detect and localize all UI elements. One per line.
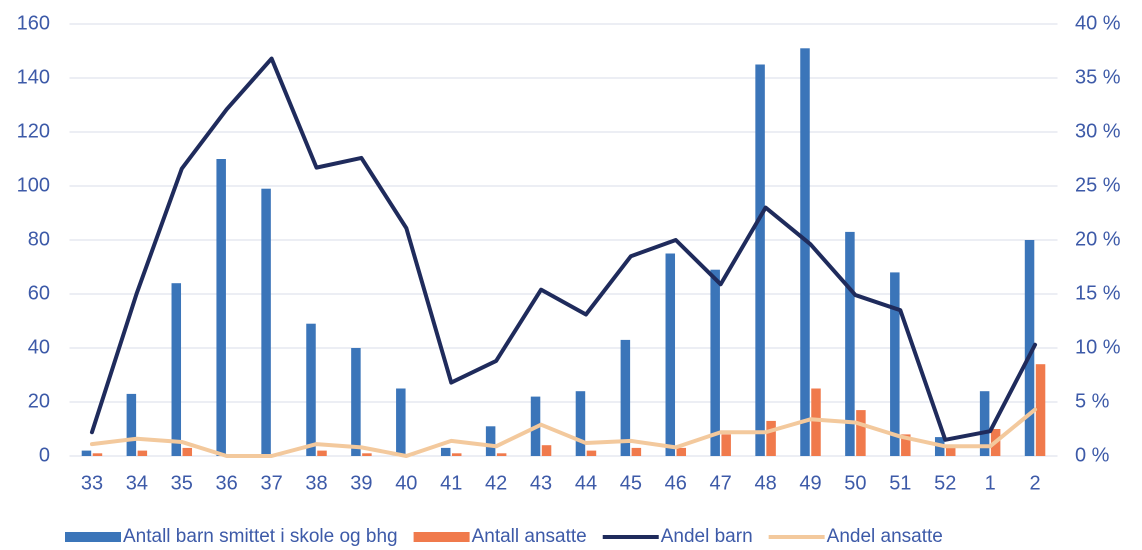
bar xyxy=(451,453,462,456)
x-tick-label: 42 xyxy=(485,472,507,494)
x-tick-label: 44 xyxy=(575,472,597,494)
x-tick-label: 37 xyxy=(260,472,282,494)
x-tick-label: 47 xyxy=(710,472,732,494)
y2-tick-label: 25 % xyxy=(1075,174,1121,196)
x-tick-label: 33 xyxy=(81,472,103,494)
bar xyxy=(216,159,226,456)
y2-tick-label: 10 % xyxy=(1075,336,1121,358)
bar xyxy=(440,447,451,456)
bar xyxy=(856,410,866,456)
bar xyxy=(800,48,810,457)
x-tick-label: 49 xyxy=(799,472,821,494)
bar xyxy=(945,447,956,456)
y-tick-label: 60 xyxy=(28,282,50,304)
x-tick-label: 52 xyxy=(934,472,956,494)
y2-tick-label: 30 % xyxy=(1075,120,1121,142)
bar xyxy=(137,450,148,456)
bar xyxy=(665,253,676,456)
legend-swatch xyxy=(413,532,470,542)
x-tick-label: 34 xyxy=(126,472,148,494)
legend-label: Andel ansatte xyxy=(827,526,943,547)
bar xyxy=(182,447,193,456)
legend-label: Andel barn xyxy=(661,526,753,547)
bar xyxy=(261,188,271,456)
y-tick-label: 140 xyxy=(17,66,50,88)
x-tick-label: 38 xyxy=(305,472,327,494)
x-tick-label: 39 xyxy=(350,472,372,494)
y2-tick-label: 0 % xyxy=(1075,444,1110,466)
y2-tick-label: 5 % xyxy=(1075,390,1110,412)
y-tick-label: 0 xyxy=(39,444,50,466)
bar xyxy=(485,426,496,456)
bar xyxy=(586,450,597,456)
bar xyxy=(1035,364,1046,456)
x-tick-label: 45 xyxy=(620,472,642,494)
bar xyxy=(306,323,316,456)
bar xyxy=(901,434,911,456)
y-tick-label: 80 xyxy=(28,228,50,250)
bar xyxy=(496,453,507,456)
bar xyxy=(541,445,552,456)
bar xyxy=(396,388,406,456)
line xyxy=(89,407,1038,458)
y-tick-label: 100 xyxy=(17,174,50,196)
x-tick-label: 40 xyxy=(395,472,417,494)
bar xyxy=(575,391,586,456)
bar xyxy=(126,393,137,456)
legend-swatch xyxy=(65,532,121,542)
legend-label: Antall ansatte xyxy=(472,526,587,547)
bar xyxy=(766,420,776,456)
bar xyxy=(171,283,182,456)
bar xyxy=(811,388,821,456)
x-tick-label: 41 xyxy=(440,472,462,494)
bar xyxy=(620,339,631,456)
bar xyxy=(721,434,731,456)
x-tick-label: 51 xyxy=(889,472,911,494)
bar xyxy=(317,450,327,456)
legend-label: Antall barn smittet i skole og bhg xyxy=(123,526,398,547)
x-tick-label: 46 xyxy=(665,472,687,494)
bar xyxy=(92,453,103,456)
x-tick-label: 1 xyxy=(985,472,996,494)
y2-tick-label: 40 % xyxy=(1075,12,1121,34)
bar xyxy=(676,447,687,456)
x-tick-label: 43 xyxy=(530,472,552,494)
x-tick-label: 2 xyxy=(1029,472,1040,494)
y-tick-label: 120 xyxy=(17,120,50,142)
x-tick-label: 48 xyxy=(754,472,776,494)
bar xyxy=(710,269,720,456)
y2-tick-label: 15 % xyxy=(1075,282,1121,304)
y2-tick-label: 35 % xyxy=(1075,66,1121,88)
y-tick-label: 40 xyxy=(28,336,50,358)
bar xyxy=(1024,240,1035,456)
line xyxy=(89,56,1038,442)
bar xyxy=(845,231,855,456)
y2-tick-label: 20 % xyxy=(1075,228,1121,250)
bar xyxy=(351,348,361,456)
bar xyxy=(81,450,92,456)
y-tick-label: 20 xyxy=(28,390,50,412)
bar xyxy=(631,447,642,456)
bar xyxy=(755,64,765,456)
x-tick-label: 35 xyxy=(171,472,193,494)
x-tick-label: 50 xyxy=(844,472,866,494)
bar xyxy=(362,453,372,456)
bar xyxy=(890,272,900,456)
y-tick-label: 160 xyxy=(17,12,50,34)
bar xyxy=(979,391,990,456)
x-tick-label: 36 xyxy=(216,472,238,494)
